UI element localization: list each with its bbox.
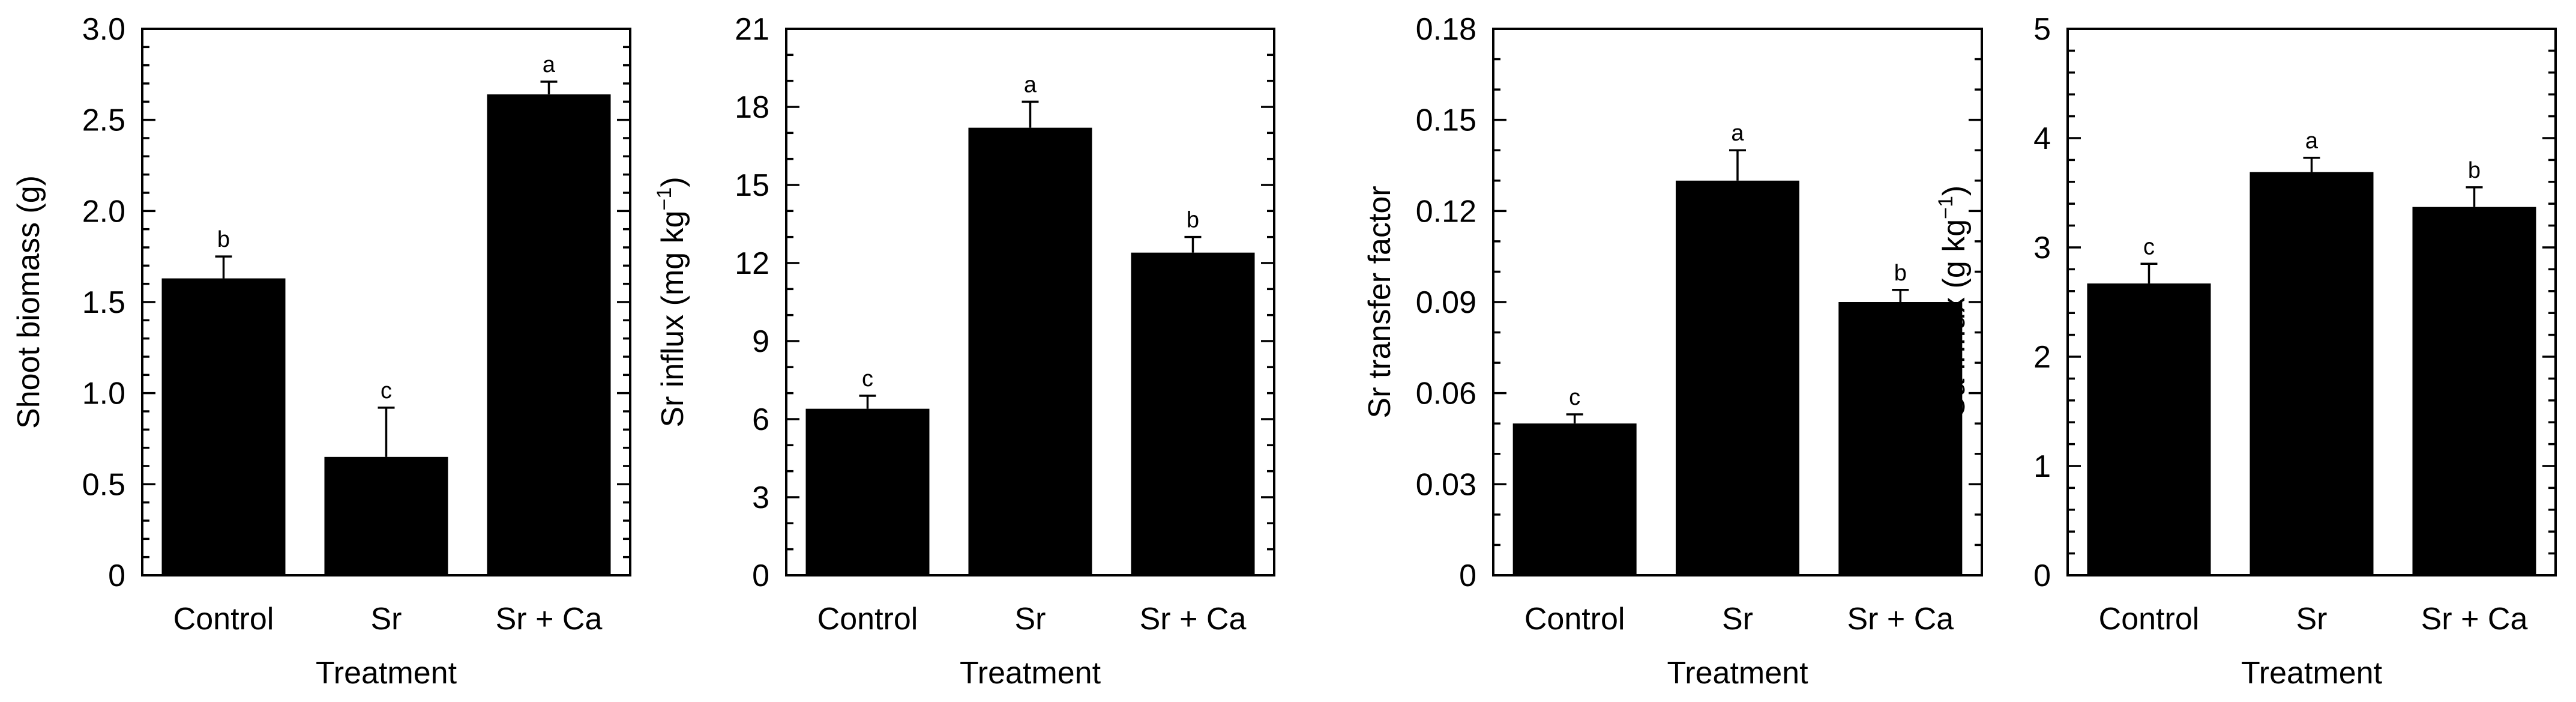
significance-letter: a	[543, 52, 556, 77]
significance-letter: c	[1569, 385, 1580, 410]
y-tick-label: 5	[2033, 12, 2051, 47]
bar-sr-ca	[2412, 207, 2536, 575]
significance-letter: b	[1187, 208, 1199, 233]
x-category-label: Sr + Ca	[496, 602, 603, 637]
x-axis-title: Treatment	[1667, 656, 1808, 691]
bar-control	[161, 278, 286, 575]
y-tick-label: 1.0	[82, 377, 125, 411]
y-tick-label: 1.5	[82, 285, 125, 320]
significance-letter: a	[2305, 129, 2319, 154]
x-category-label: Sr	[1015, 602, 1046, 637]
y-tick-label: 0.18	[1416, 12, 1476, 47]
bar-control	[2087, 283, 2211, 575]
y-tick-label: 0.12	[1416, 194, 1476, 229]
y-tick-label: 0.06	[1416, 377, 1476, 411]
x-category-label: Sr	[371, 602, 402, 637]
x-category-label: Control	[1524, 602, 1625, 637]
x-category-label: Sr + Ca	[2421, 602, 2528, 637]
y-axis-title: Sr influx (mg kg−1)	[653, 177, 690, 427]
bar-sr	[324, 456, 448, 575]
y-tick-label: 15	[735, 168, 769, 203]
x-axis-title: Treatment	[960, 656, 1101, 691]
y-tick-label: 0	[108, 558, 125, 593]
y-tick-label: 9	[752, 324, 769, 359]
y-tick-label: 0	[752, 558, 769, 593]
y-tick-label: 0.5	[82, 467, 125, 502]
y-tick-label: 0.03	[1416, 467, 1476, 502]
y-tick-label: 3	[2033, 231, 2051, 265]
bar-sr	[968, 127, 1092, 575]
y-tick-label: 18	[735, 90, 769, 125]
significance-letter: c	[2143, 234, 2155, 259]
x-category-label: Sr + Ca	[1847, 602, 1954, 637]
y-tick-label: 0.15	[1416, 103, 1476, 138]
x-category-label: Control	[173, 602, 274, 637]
chart-panel-4: 0 1 2 3 4 5 Ca influx (g kg−1) c Control a Sr b Sr +…	[1934, 12, 2557, 691]
y-tick-label: 12	[735, 246, 769, 281]
y-tick-label: 21	[735, 12, 769, 47]
chart-panel-3: 0 0.03 0.06 0.09 0.12 0.15 0.18 Sr transfer fac…	[1362, 12, 1983, 691]
significance-letter: a	[1024, 72, 1037, 97]
x-category-label: Sr	[1722, 602, 1753, 637]
significance-letter: c	[862, 366, 873, 392]
x-axis-title: Treatment	[316, 656, 457, 691]
significance-letter: c	[381, 378, 392, 404]
y-tick-label: 3.0	[82, 12, 125, 47]
bar-sr-ca	[1838, 302, 1963, 575]
chart-panel-2: 0 3 6 9 12 15 18 21 Sr influx (mg kg−1) c Control a…	[653, 12, 1275, 691]
y-axis-title: Sr transfer factor	[1362, 186, 1397, 418]
bar-control	[1512, 423, 1637, 575]
y-tick-label: 4	[2033, 121, 2051, 156]
y-tick-label: 0.09	[1416, 285, 1476, 320]
x-category-label: Control	[817, 602, 918, 637]
y-tick-label: 1	[2033, 449, 2051, 484]
significance-letter: b	[217, 227, 230, 252]
y-axis-title: Ca influx (g kg−1)	[1934, 186, 1972, 419]
y-tick-label: 0	[1459, 558, 1476, 593]
bar-sr-ca	[1131, 252, 1255, 576]
bar-sr	[2249, 172, 2374, 575]
y-axis-title: Shoot biomass (g)	[11, 175, 46, 429]
significance-letter: a	[1731, 121, 1744, 146]
y-tick-label: 2.5	[82, 103, 125, 138]
x-category-label: Sr	[2296, 602, 2328, 637]
bar-sr-ca	[487, 94, 611, 575]
y-tick-label: 3	[752, 480, 769, 515]
y-tick-label: 2.0	[82, 194, 125, 229]
x-axis-title: Treatment	[2241, 656, 2383, 691]
y-tick-label: 0	[2033, 558, 2051, 593]
chart-panel-1: 0 0.5 1.0 1.5 2.0 2.5 3.0 Shoot biomass (g) b Con…	[11, 12, 631, 691]
significance-letter: b	[2468, 158, 2481, 183]
x-category-label: Sr + Ca	[1140, 602, 1247, 637]
bar-control	[805, 408, 930, 575]
significance-letter: b	[1894, 261, 1907, 286]
y-tick-label: 2	[2033, 340, 2051, 375]
bar-sr	[1676, 180, 1799, 575]
x-category-label: Control	[2099, 602, 2200, 637]
y-tick-label: 6	[752, 402, 769, 437]
